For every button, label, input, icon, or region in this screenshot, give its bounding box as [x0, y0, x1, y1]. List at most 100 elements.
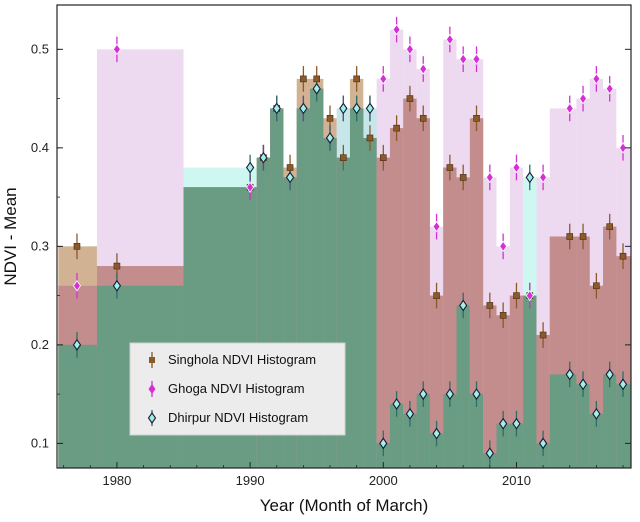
dhirpur-marker	[299, 102, 308, 115]
y-tick-label: 0.4	[31, 140, 49, 155]
dhirpur-marker	[312, 82, 321, 95]
overlap-all	[456, 305, 470, 468]
overlap-all	[469, 394, 484, 468]
legend-dhirpur-label: Dhirpur NDVI Histogram	[168, 410, 308, 425]
x-axis-ticks: 1980 1990 2000 2010	[63, 462, 624, 488]
dhirpur-marker	[432, 427, 441, 440]
overlap-singhola-ghoga	[376, 157, 390, 469]
ghoga-marker	[605, 83, 614, 95]
singhola-marker	[566, 233, 574, 240]
ghoga-marker	[392, 23, 401, 36]
y-tick-label: 0.2	[31, 337, 49, 352]
singhola-marker	[579, 233, 587, 240]
singhola-marker	[513, 292, 520, 299]
dhirpur-marker	[538, 437, 548, 450]
singhola-marker	[446, 164, 454, 171]
dhirpur-marker	[485, 447, 495, 460]
dhirpur-marker	[592, 407, 601, 420]
legend-items: Singhola NDVI Histogram Ghoga NDVI Histog…	[147, 352, 316, 426]
dhirpur-marker	[325, 132, 335, 144]
dhirpur-marker	[259, 151, 268, 164]
overlap-all	[549, 374, 577, 468]
overlap-all	[389, 403, 404, 468]
ghoga-marker	[565, 102, 574, 115]
legend-singhola-marker	[149, 357, 155, 363]
legend-ghoga-label: Ghoga NDVI Histogram	[168, 381, 305, 396]
overlap-all	[416, 394, 430, 468]
ghoga-marker	[472, 53, 481, 65]
dhirpur-marker	[445, 388, 455, 401]
dhirpur-marker	[565, 368, 574, 381]
dhirpur-marker	[472, 388, 481, 401]
legend: Singhola NDVI Histogram Ghoga NDVI Histog…	[129, 342, 346, 436]
overlap-all	[403, 413, 417, 468]
dhirpur-marker	[498, 417, 508, 430]
dhirpur-marker	[605, 368, 614, 381]
dhirpur-marker	[112, 279, 122, 292]
legend-dhirpur-marker	[147, 412, 157, 424]
overlap-all	[429, 433, 444, 468]
y-axis-ticks: 0.1 0.2 0.3 0.4 0.5	[31, 41, 631, 450]
overlap-all	[349, 108, 364, 469]
ghoga-marker	[112, 43, 121, 56]
x-tick-label: 1990	[236, 473, 265, 488]
ghoga-marker	[379, 73, 388, 85]
dhirpur-marker	[352, 102, 361, 115]
singhola-marker	[486, 302, 494, 309]
dhirpur-marker	[72, 338, 82, 351]
overlap-singhola-ghoga	[429, 295, 444, 468]
overlap-all	[58, 344, 97, 468]
y-axis-title: NDVI - Mean	[1, 187, 20, 285]
singhola-marker	[406, 95, 414, 102]
singhola-marker	[419, 114, 427, 122]
data-markers	[72, 23, 628, 460]
x-tick-label: 2010	[502, 473, 531, 488]
dhirpur-marker	[578, 378, 588, 391]
ghoga-marker	[619, 142, 627, 154]
ghoga-marker	[419, 63, 428, 75]
x-tick-label: 2000	[369, 473, 398, 488]
dhirpur-marker	[272, 102, 281, 115]
legend-ghoga-marker	[148, 384, 156, 394]
ghoga-marker	[499, 240, 508, 253]
legend-singhola-label: Singhola NDVI Histogram	[168, 352, 316, 367]
legend-box	[129, 342, 346, 436]
ghoga-marker	[405, 43, 414, 56]
overlap-all	[496, 423, 510, 468]
singhola-marker	[393, 124, 400, 132]
ghoga-marker	[539, 171, 548, 184]
overlap-all	[576, 384, 590, 468]
singhola-marker	[433, 292, 440, 299]
singhola-marker	[313, 75, 320, 83]
overlap-singhola-ghoga	[536, 335, 550, 468]
ghoga-marker	[579, 92, 588, 105]
singhola-marker	[340, 154, 347, 161]
plot-frame	[56, 4, 632, 469]
singhola-marker	[619, 252, 627, 260]
x-axis-title: Year (Month of March)	[260, 496, 429, 515]
singhola-marker	[366, 134, 374, 142]
singhola-marker	[593, 282, 600, 290]
ghoga-marker	[459, 53, 468, 65]
overlap-all	[616, 384, 631, 468]
y-tick-label: 0.5	[31, 41, 49, 56]
ghoga-marker	[432, 220, 441, 233]
dhirpur-marker	[459, 299, 468, 312]
ghoga-marker	[485, 171, 494, 184]
ghoga-marker	[246, 181, 255, 193]
dhirpur-marker	[245, 161, 255, 174]
singhola-marker	[353, 75, 360, 83]
singhola-marker	[499, 312, 507, 319]
x-tick-label: 1980	[102, 473, 131, 488]
ghoga-marker	[445, 33, 454, 46]
dhirpur-marker	[525, 171, 534, 184]
singhola-marker	[606, 223, 613, 230]
singhola-marker	[459, 174, 467, 181]
dhirpur-marker	[365, 102, 375, 115]
dhirpur-marker	[618, 378, 628, 391]
overlap-all	[509, 423, 524, 468]
dhirpur-marker	[392, 398, 401, 410]
ghoga-marker	[592, 73, 601, 85]
